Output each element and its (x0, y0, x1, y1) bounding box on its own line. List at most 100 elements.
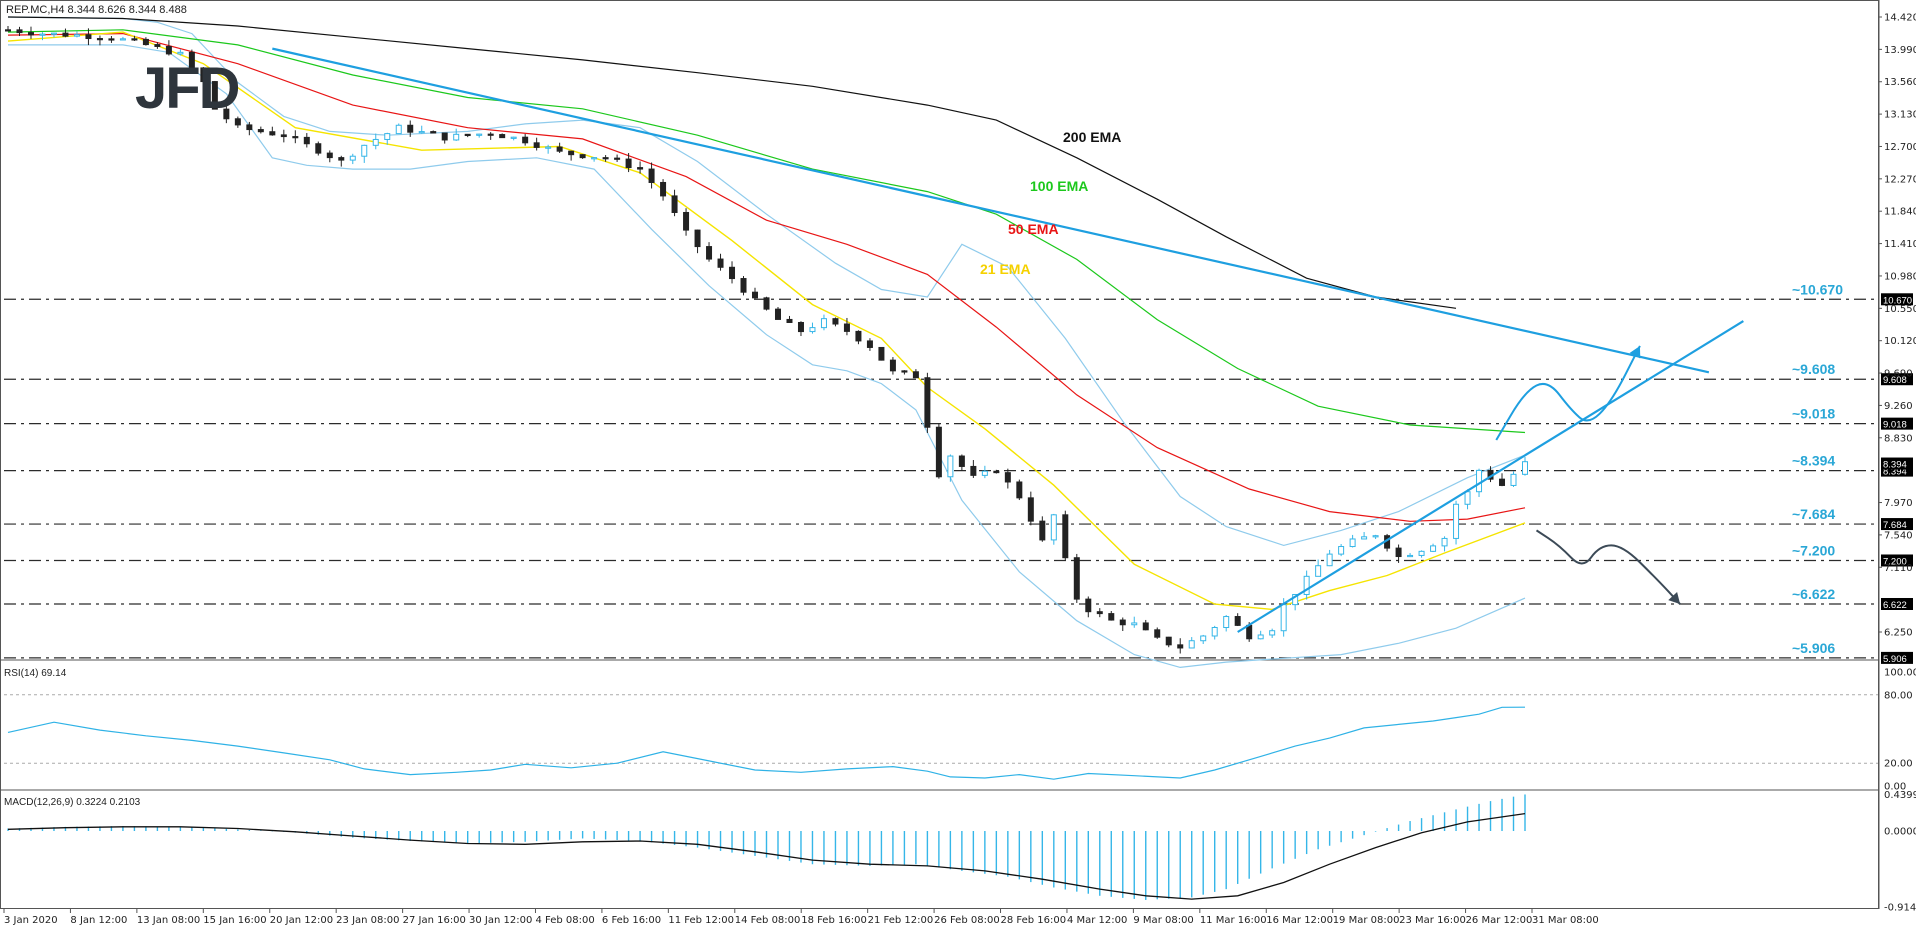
level-price-box-text: 8.394 (1883, 467, 1907, 478)
level-label: ~7.684 (1792, 506, 1835, 522)
candle-bear (211, 81, 218, 110)
candle-bear (165, 45, 172, 55)
candle-bear (729, 266, 736, 280)
candle-bull (1418, 550, 1425, 556)
candle-bull (418, 131, 425, 134)
candle-bear (131, 38, 138, 41)
candle-bear (843, 323, 850, 332)
candle-bull (981, 470, 988, 476)
candle-bull (1326, 553, 1333, 567)
time-tick-label: 3 Jan 2020 (4, 915, 58, 926)
price-tick-label: 8.830 (1884, 433, 1913, 444)
time-tick-label: 26 Feb 08:00 (934, 915, 1000, 926)
candle-bear (223, 108, 230, 120)
candle-bear (832, 318, 839, 325)
candle-bull (947, 455, 954, 478)
level-label: ~6.622 (1792, 586, 1835, 602)
time-axis: 3 Jan 2020 8 Jan 12:00 13 Jan 08:00 15 Jan … (3, 909, 1599, 926)
price-tick-label: 10.980 (1884, 271, 1916, 282)
price-tick-label: 6.250 (1884, 628, 1913, 639)
time-tick-label: 6 Feb 16:00 (602, 915, 661, 926)
ema200-label: 200 EMA (1063, 129, 1121, 145)
price-axis: 14.420 13.990 13.560 13.130 12.700 12.270 11.8… (1878, 13, 1916, 639)
candle-bear (188, 51, 195, 69)
candle-bull (1372, 535, 1379, 538)
candle-bull (1476, 469, 1483, 493)
candle-bear (154, 44, 161, 47)
projection-down-path (1535, 529, 1681, 605)
projection-down-arrowhead (1668, 591, 1681, 605)
trendlines[interactable] (272, 47, 1744, 633)
candle-bull (39, 33, 46, 36)
time-tick-label: 15 Jan 16:00 (203, 915, 266, 926)
time-tick-label: 23 Mar 16:00 (1399, 915, 1466, 926)
level-price-box (1881, 651, 1913, 664)
candle-bear (1062, 514, 1069, 559)
candle-bear (763, 297, 770, 310)
candle-bear (706, 246, 713, 260)
candle-bear (970, 465, 977, 476)
candle-bear (993, 470, 1000, 474)
candle-bull (349, 155, 356, 161)
svg-text:JFD: JFD (135, 56, 239, 121)
candle-bear (108, 38, 115, 41)
projections (1495, 345, 1681, 605)
candle-bear (912, 371, 919, 379)
candle-bear (786, 318, 793, 323)
macd-panel: 0.4399 0.0000 -0.9149 (7, 790, 1916, 914)
time-tick-label: 21 Feb 12:00 (868, 915, 934, 926)
level-price-box-text: 9.608 (1883, 375, 1907, 386)
level-label: ~10.670 (1792, 281, 1843, 297)
candle-bull (1349, 538, 1356, 548)
ema100-label: 100 EMA (1030, 178, 1088, 194)
candle-bear (430, 131, 437, 134)
candle-bear (625, 158, 632, 169)
projection-up-path (1495, 345, 1641, 441)
bollinger-bands (7, 16, 1526, 669)
candle-bear (1234, 616, 1241, 626)
candle-bear (717, 258, 724, 268)
moving-averages (7, 16, 1526, 611)
candle-bull (1338, 546, 1345, 555)
candle-bear (797, 321, 804, 333)
price-tick-label: 14.420 (1884, 13, 1916, 24)
candle-bear (142, 38, 149, 46)
price-tick-label: 7.970 (1884, 498, 1913, 509)
macd-tick-label: 0.4399 (1884, 790, 1916, 801)
candle-bear (315, 143, 322, 154)
candle-bear (1177, 644, 1184, 649)
candle-bear (752, 291, 759, 299)
time-tick-label: 13 Jan 08:00 (137, 915, 200, 926)
ema50-label: 50 EMA (1008, 221, 1059, 237)
time-tick-label: 8 Jan 12:00 (70, 915, 127, 926)
candle-bull (1407, 554, 1414, 558)
candle-bull (395, 124, 402, 135)
symbol-info: REP.MC,H4 8.344 8.626 8.344 8.488 (6, 4, 187, 16)
candle-bear (683, 211, 690, 231)
candle-bear (579, 154, 586, 159)
time-tick-label: 11 Mar 16:00 (1200, 915, 1267, 926)
candle-bear (1119, 619, 1126, 626)
candle-bull (476, 133, 483, 136)
price-tick-label: 13.990 (1884, 45, 1916, 56)
price-tick-label: 7.540 (1884, 530, 1913, 541)
support-resistance-levels: ~10.670 10.670 ~9.608 9.608 ~9.018 9.018 ~8.39… (4, 281, 1913, 665)
candle-bull (1211, 627, 1218, 637)
candle-bear (1039, 520, 1046, 541)
time-tick-label: 27 Jan 16:00 (403, 915, 466, 926)
candle-bull (820, 318, 827, 329)
rsi-tick-label: 0.00 (1884, 782, 1906, 793)
level-price-box-text: 10.670 (1883, 295, 1912, 306)
level-price-box (1881, 597, 1913, 610)
price-tick-label: 12.270 (1884, 174, 1916, 185)
candle-bear (200, 67, 207, 83)
candle-bear (16, 29, 23, 34)
candle-bear (303, 136, 310, 145)
time-tick-label: 16 Mar 12:00 (1266, 915, 1333, 926)
candle-bull (1257, 634, 1264, 640)
candle-bear (1027, 497, 1034, 522)
level-price-box (1881, 417, 1913, 430)
candle-bear (774, 308, 781, 320)
ema200-line (7, 16, 1457, 309)
